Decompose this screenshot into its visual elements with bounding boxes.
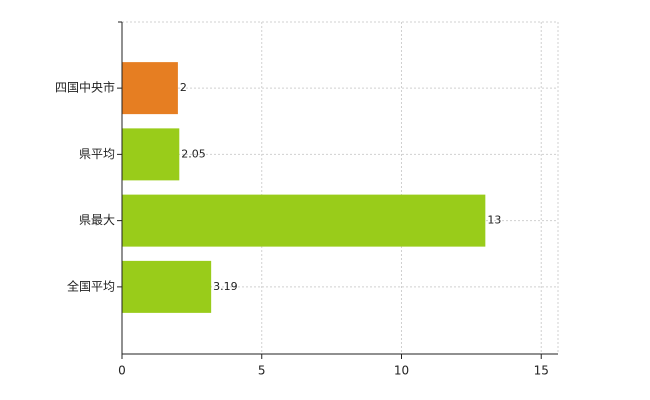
data-label: 2 — [180, 81, 187, 94]
bar — [122, 194, 486, 247]
y-tick-label: 県最大 — [79, 213, 115, 227]
bar — [122, 128, 180, 181]
y-tick-label: 四国中央市 — [55, 80, 115, 95]
data-label: 3.19 — [213, 280, 238, 293]
bar — [122, 62, 178, 115]
data-label: 13 — [487, 214, 501, 227]
y-tick-label: 県平均 — [79, 147, 115, 161]
x-tick-label: 15 — [534, 364, 549, 378]
x-tick-label: 10 — [394, 364, 409, 378]
x-tick-label: 0 — [118, 364, 126, 378]
data-label: 2.05 — [181, 147, 206, 160]
y-tick-label: 全国平均 — [67, 278, 115, 293]
x-tick-label: 5 — [258, 364, 266, 378]
bar — [122, 260, 212, 313]
